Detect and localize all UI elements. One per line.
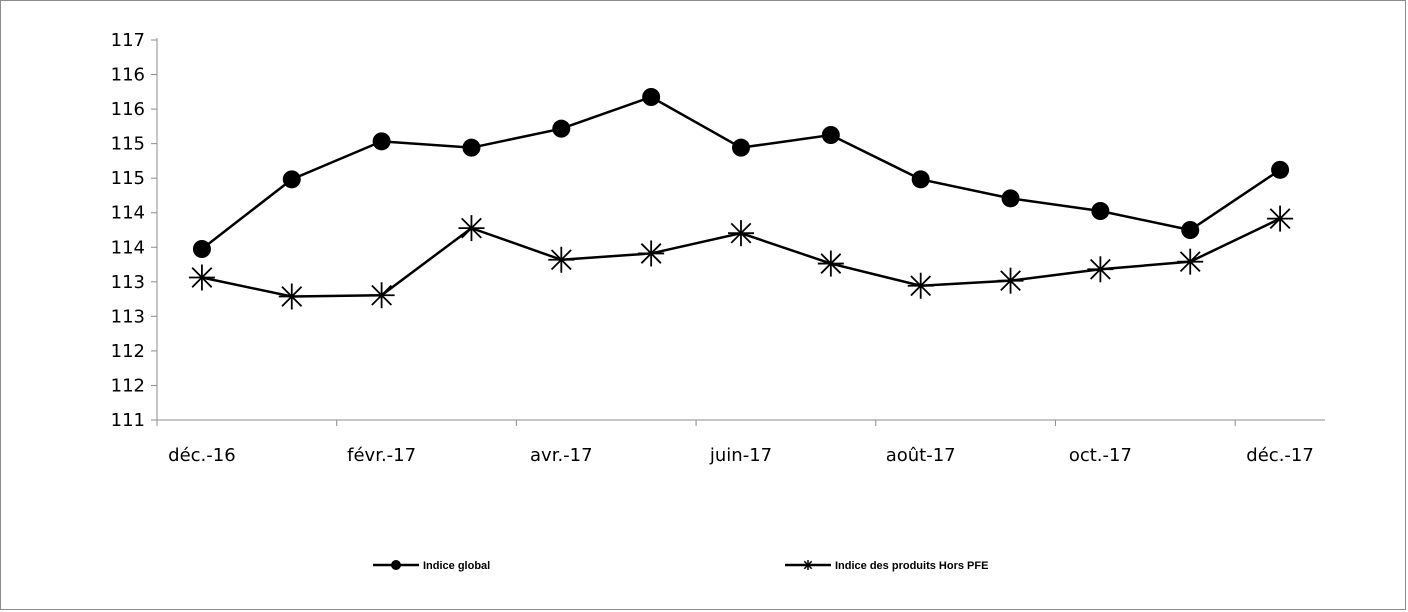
legend-marker-circle	[391, 560, 401, 570]
data-point-circle	[462, 138, 481, 157]
legend-item: Indice des produits Hors PFE	[785, 560, 988, 572]
y-tick-label: 116	[111, 65, 145, 86]
star-stroke	[191, 267, 213, 288]
legend-item: Indice global	[373, 560, 490, 572]
data-point-circle	[642, 88, 661, 106]
data-point-star	[997, 267, 1024, 294]
star-stroke	[461, 217, 482, 239]
legend: Indice global Indice des produits Hors PF…	[373, 560, 988, 572]
x-tick-label: févr.-17	[347, 445, 416, 466]
star-stroke	[820, 253, 842, 274]
star-stroke	[730, 222, 752, 244]
data-point-circle	[1091, 202, 1110, 220]
data-point-star	[728, 220, 754, 247]
data-point-circle	[911, 170, 930, 189]
star-stroke	[550, 249, 572, 271]
data-point-star	[1267, 205, 1294, 232]
y-tick-label: 114	[111, 237, 145, 258]
x-axis-ticks: déc.-16 févr.-17 avr.-17 juin-17 août-17 oct.…	[156, 420, 1314, 466]
data-point-circle	[192, 240, 211, 258]
data-point-circle	[372, 132, 391, 151]
star-stroke	[371, 284, 393, 306]
data-point-circle	[1181, 221, 1200, 239]
data-point-circle	[821, 126, 840, 144]
y-tick-label: 114	[111, 203, 145, 224]
x-tick-label: juin-17	[709, 445, 772, 466]
data-point-star	[188, 264, 215, 291]
y-tick-label: 113	[111, 272, 145, 293]
data-point-circle	[732, 138, 750, 157]
y-tick-label: 115	[111, 168, 145, 189]
data-point-star	[368, 282, 395, 309]
y-tick-label: 117	[111, 30, 145, 51]
x-tick-label: avr.-17	[530, 445, 593, 466]
y-tick-label: 113	[111, 306, 145, 327]
star-stroke	[1269, 208, 1291, 229]
y-tick-label: 115	[111, 134, 145, 155]
series-markers	[188, 88, 1294, 310]
star-stroke	[281, 286, 303, 307]
data-point-circle	[1001, 189, 1020, 208]
y-tick-label: 116	[111, 99, 145, 120]
star-stroke	[640, 243, 662, 264]
data-point-star	[817, 250, 844, 277]
star-stroke	[1179, 251, 1201, 273]
x-tick-label: août-17	[886, 445, 956, 466]
y-tick-label: 112	[111, 375, 145, 396]
data-point-star	[638, 240, 665, 267]
star-stroke	[1000, 270, 1021, 292]
x-tick-label: déc.-17	[1246, 445, 1314, 466]
data-point-circle	[282, 170, 301, 189]
star-stroke	[1089, 258, 1111, 280]
legend-label: Indice global	[423, 560, 490, 572]
x-tick-label: déc.-16	[168, 445, 236, 466]
y-axis-ticks: 111 112 112 113 113 114 114 115 115 116 116 117	[111, 30, 157, 431]
legend-label: Indice des produits Hors PFE	[835, 560, 988, 572]
data-point-star	[907, 272, 934, 299]
data-point-star	[278, 283, 305, 310]
star-stroke	[803, 560, 813, 570]
data-point-star	[458, 215, 485, 242]
data-point-star	[1087, 256, 1114, 283]
data-point-circle	[552, 119, 571, 138]
y-tick-label: 111	[111, 410, 145, 431]
chart-axes	[156, 38, 1325, 421]
legend-marker-star	[803, 560, 813, 570]
y-tick-label: 112	[111, 341, 145, 362]
star-stroke	[910, 275, 932, 297]
data-point-star	[548, 246, 575, 273]
series-lines	[201, 95, 1281, 298]
x-tick-label: oct.-17	[1069, 445, 1132, 466]
data-point-circle	[1271, 160, 1290, 179]
data-point-star	[1177, 248, 1204, 275]
